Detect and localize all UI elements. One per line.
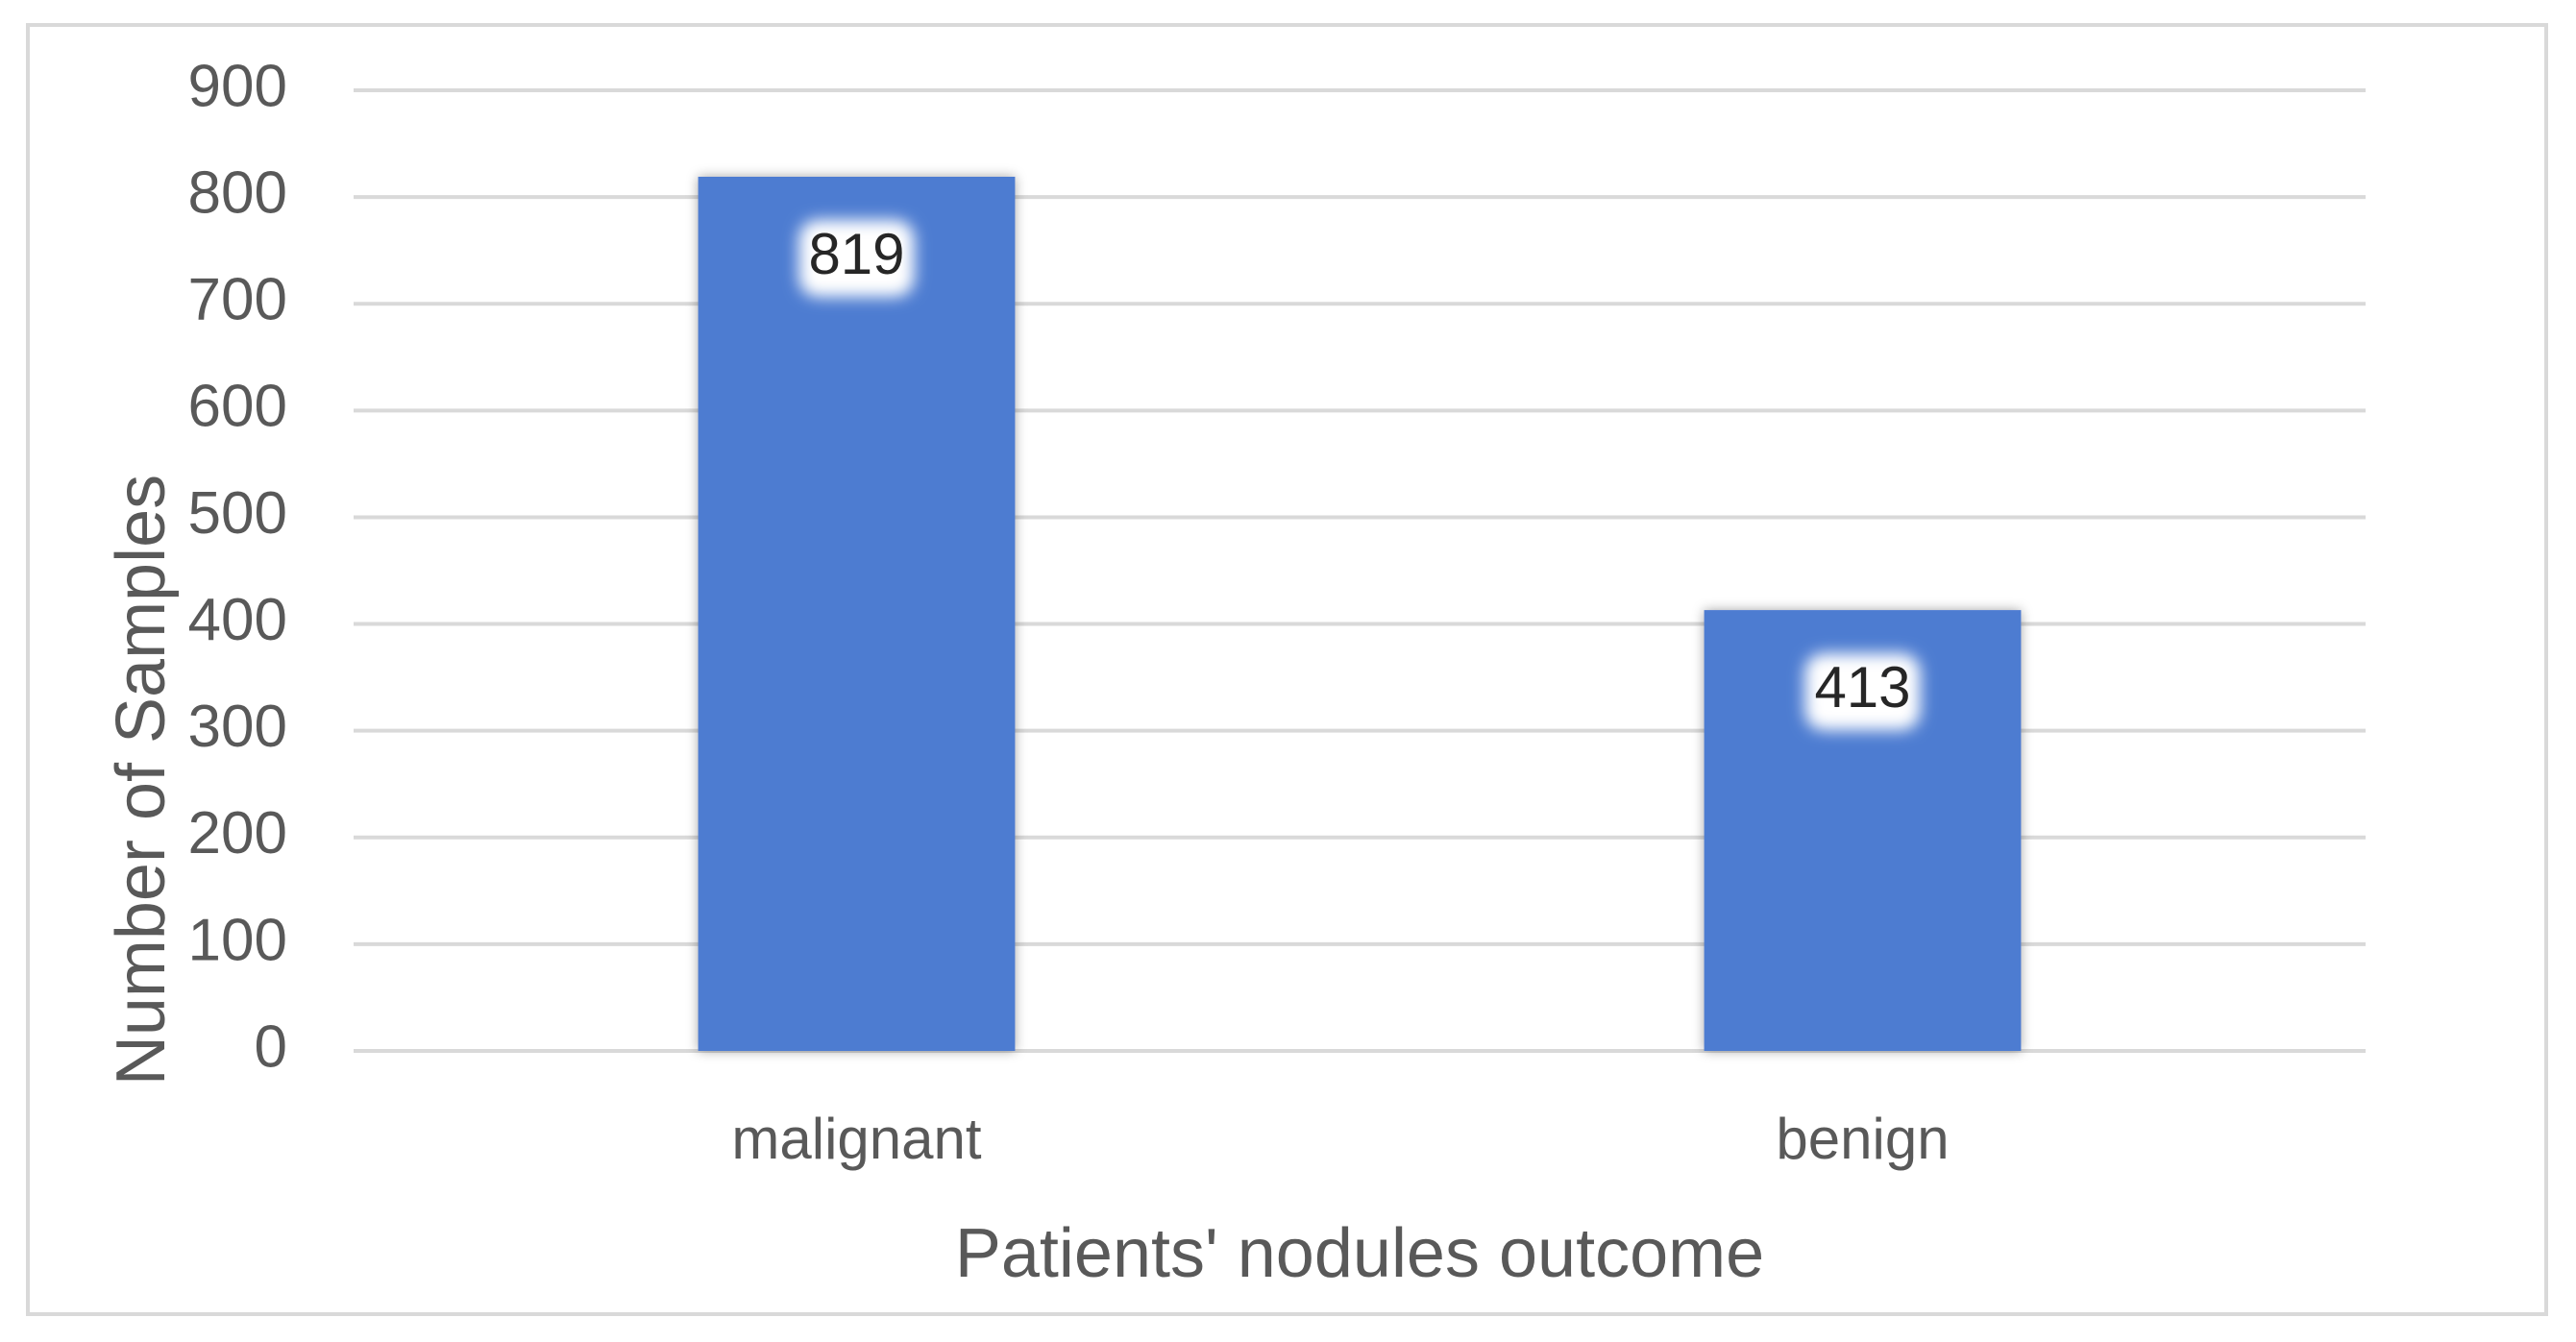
- y-tick-label: 400: [188, 587, 287, 653]
- y-tick-label: 100: [188, 907, 287, 973]
- x-tick-label: benign: [1776, 1107, 1949, 1171]
- y-tick-label: 200: [188, 800, 287, 866]
- y-tick-label: 800: [188, 159, 287, 226]
- y-tick-label: 0: [255, 1013, 287, 1080]
- bar: [698, 177, 1016, 1051]
- data-label-glow: [798, 220, 915, 297]
- y-axis-title: Number of Samples: [103, 475, 180, 1086]
- x-axis-title: Patients' nodules outcome: [955, 1215, 1764, 1292]
- y-tick-label: 900: [188, 53, 287, 119]
- y-tick-label: 300: [188, 694, 287, 760]
- y-tick-label: 700: [188, 267, 287, 333]
- y-tick-label: 500: [188, 480, 287, 547]
- chart-border: [26, 23, 2548, 1316]
- data-label: 819: [808, 222, 904, 286]
- y-tick-label: 600: [188, 374, 287, 440]
- data-label-glow: [1804, 653, 1921, 731]
- x-tick-label: malignant: [731, 1107, 981, 1171]
- data-label: 413: [1814, 655, 1910, 720]
